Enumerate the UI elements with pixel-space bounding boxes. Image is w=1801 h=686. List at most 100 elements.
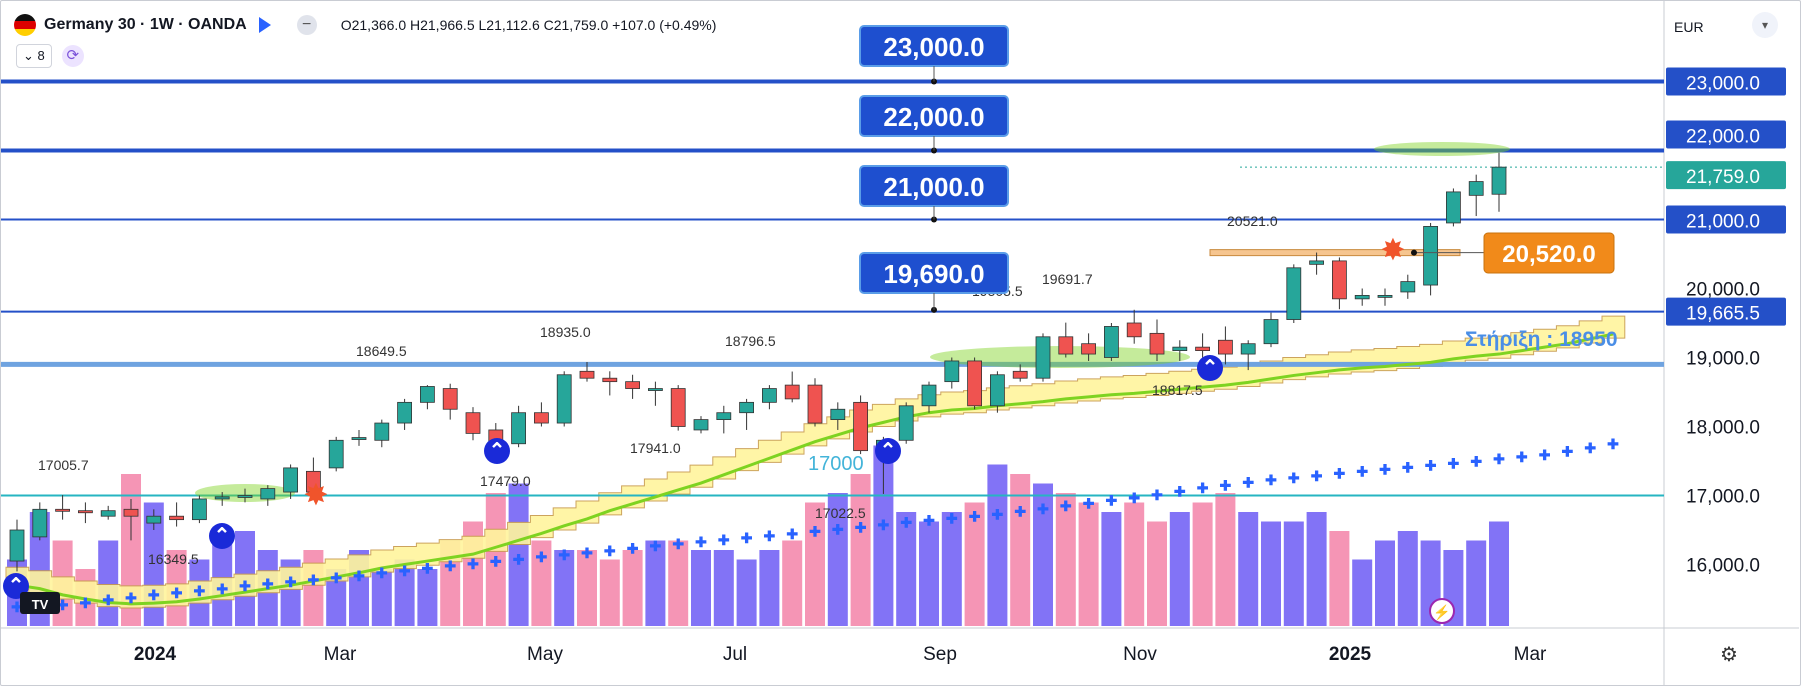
price-badge — [1666, 205, 1786, 234]
cross-marker: ✚ — [102, 592, 114, 608]
volume-bar — [326, 569, 347, 626]
volume-bar — [371, 569, 392, 626]
volume-bar — [1397, 531, 1418, 626]
candle-body — [602, 377, 618, 383]
cross-marker: ✚ — [1356, 464, 1368, 480]
cross-marker: ✚ — [718, 532, 730, 548]
cross-marker: ✚ — [353, 568, 365, 584]
cross-marker: ✚ — [1470, 453, 1482, 469]
volume-bar — [1283, 521, 1304, 626]
settings-icon[interactable]: ⚙ — [1720, 644, 1738, 666]
cross-marker: ✚ — [741, 530, 753, 546]
candle-body — [351, 437, 367, 440]
price-annotation-label: 17005.7 — [38, 457, 89, 473]
time-axis-tick: 2024 — [134, 644, 177, 665]
volume-bar — [1261, 521, 1281, 626]
cross-marker: ✚ — [376, 565, 388, 581]
cross-marker: ✚ — [1220, 477, 1232, 493]
volume-bar — [827, 493, 848, 626]
ohlc-values: O21,366.0 H21,966.5 L21,112.6 C21,759.0 … — [340, 17, 717, 33]
candle-body — [990, 374, 1005, 407]
candle-body — [1354, 294, 1370, 300]
scale-menu-icon[interactable]: ▾ — [1752, 12, 1778, 38]
candle-body — [1423, 225, 1438, 286]
price-badge-label: 21,759.0 — [1686, 167, 1760, 188]
volume-bar — [896, 512, 917, 626]
cross-marker: ✚ — [239, 578, 251, 594]
alert-icon — [1429, 598, 1455, 624]
price-annotation-label: 17022.5 — [815, 505, 866, 521]
candle-body — [305, 470, 321, 493]
volume-bar — [417, 569, 438, 626]
candle-body — [419, 386, 435, 403]
cross-marker: ✚ — [444, 558, 456, 574]
cross-marker: ✚ — [1379, 462, 1391, 478]
volume-bar — [1352, 559, 1373, 626]
time-axis-tick: Mar — [1514, 644, 1547, 665]
time-axis-tick: Nov — [1123, 644, 1157, 665]
cross-marker: ✚ — [1128, 490, 1140, 506]
volume-bar — [736, 559, 757, 626]
indicators-toggle[interactable]: ⌄ 8 — [16, 44, 52, 68]
price-annotation-label: 17479.0 — [480, 473, 531, 489]
cross-marker: ✚ — [308, 572, 320, 588]
time-axis-tick: 2025 — [1329, 644, 1372, 665]
candle-body — [967, 360, 982, 407]
cross-marker: ✚ — [1584, 440, 1596, 456]
chevron-up-glyph: ⌃ — [880, 440, 897, 462]
cross-marker: ✚ — [1311, 468, 1323, 484]
candle-body — [1012, 370, 1028, 379]
cross-marker: ✚ — [581, 545, 593, 561]
sync-icon[interactable]: ⟳ — [61, 45, 84, 67]
volume-bar — [964, 502, 985, 626]
price-annotation-label: 17000 — [808, 453, 864, 475]
price-annotation-label: 18817.5 — [1152, 382, 1203, 398]
starburst-icon: ✸ — [303, 479, 328, 512]
price-annotation-label: 19691.7 — [1042, 271, 1093, 287]
candle-body — [9, 529, 25, 562]
cross-marker: ✚ — [194, 583, 206, 599]
cross-marker: ✚ — [1562, 444, 1574, 460]
volume-bar — [303, 550, 324, 626]
highlight-ellipse — [1374, 142, 1510, 156]
chevron-up-icon — [484, 438, 510, 464]
support-label: Στήριξη : 18950 — [1465, 328, 1618, 351]
candle-body — [169, 515, 185, 521]
volume-bar — [1215, 493, 1236, 626]
orange-callout-label: 20,520.0 — [1502, 241, 1595, 268]
collapse-button[interactable]: − — [296, 15, 317, 35]
cross-marker: ✚ — [1174, 484, 1186, 500]
time-axis-tick: Jul — [723, 644, 747, 665]
ichimoku-band — [5, 315, 1626, 609]
cross-marker: ✚ — [216, 581, 228, 597]
volume-bar — [987, 464, 1008, 626]
volume-bar — [1010, 474, 1031, 626]
candle-body — [1491, 166, 1507, 195]
cross-marker: ✚ — [422, 560, 434, 576]
cross-marker: ✚ — [992, 506, 1004, 522]
currency-label[interactable]: EUR — [1674, 19, 1704, 35]
candle-body — [784, 384, 800, 400]
time-axis-tick: Sep — [923, 644, 957, 665]
symbol-title[interactable]: Germany 30 · 1W · OANDA — [44, 16, 247, 33]
cross-marker: ✚ — [604, 543, 616, 559]
cross-marker: ✚ — [946, 511, 958, 527]
cross-marker: ✚ — [969, 509, 981, 525]
volume-bar — [1489, 521, 1509, 626]
volume-bar — [485, 493, 506, 626]
volume-bar — [531, 540, 552, 626]
candle-body — [32, 508, 48, 538]
cross-marker: ✚ — [832, 522, 844, 538]
cross-marker: ✚ — [672, 536, 684, 552]
price-badge-label: 22,000.0 — [1686, 127, 1760, 148]
time-axis-tick: Mar — [324, 644, 357, 665]
cross-marker: ✚ — [558, 547, 570, 563]
flag-marker-icon[interactable] — [258, 17, 271, 33]
orange-callout-box — [1483, 232, 1615, 274]
volume-bar — [873, 445, 894, 626]
cross-marker: ✚ — [330, 570, 342, 586]
candle-body — [648, 388, 663, 391]
cross-marker: ✚ — [490, 553, 502, 569]
volume-bar — [1124, 502, 1145, 626]
